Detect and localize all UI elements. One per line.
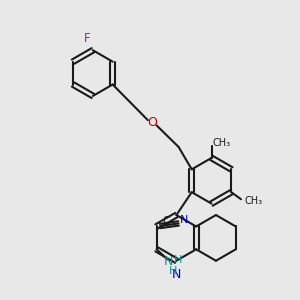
Text: CH₃: CH₃ [244,196,262,206]
Text: CH₃: CH₃ [213,137,231,148]
Text: N: N [164,255,174,268]
Text: C: C [163,216,171,226]
Text: O: O [147,116,157,129]
Text: F: F [84,32,91,45]
Text: H: H [174,255,183,265]
Text: N: N [180,215,188,225]
Text: H: H [169,266,178,276]
Text: N: N [172,268,181,281]
